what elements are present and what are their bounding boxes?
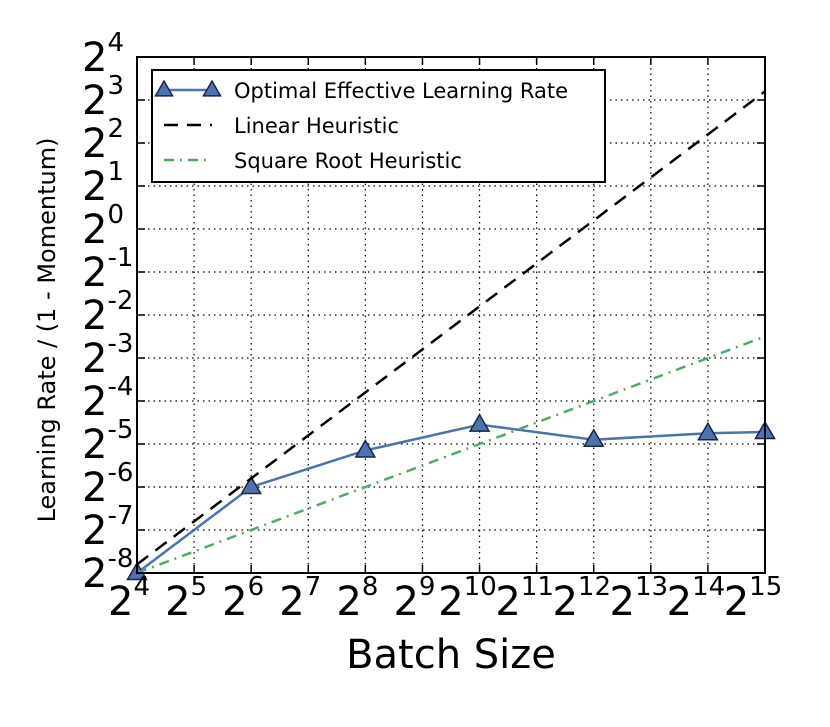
legend-label: Linear Heuristic [234,114,399,138]
series-point [240,475,262,495]
legend-label: Optimal Effective Learning Rate [234,79,568,103]
y-axis-label: Learning Rate / (1 - Momentum) [33,138,61,523]
y-tick-label: 2-2 [82,286,133,339]
y-tick-label: 21 [82,157,124,210]
y-tick-label: 2-5 [82,415,133,468]
legend-box [151,69,606,183]
y-tick-label: 20 [82,200,124,253]
y-tick-label: 2-7 [82,501,133,554]
series-line-1 [136,90,766,566]
x-tick-label: 29 [393,572,435,625]
x-tick-label: 26 [222,572,264,625]
series-line-0 [136,423,766,574]
x-tick-label: 215 [724,572,783,625]
y-tick-label: 2-1 [82,243,133,296]
series-line-2 [136,335,766,575]
legend-label: Square Root Heuristic [234,149,462,173]
series-point [354,438,377,458]
legend-marker [154,79,174,97]
x-tick-label: 213 [610,572,669,625]
y-tick-label: 22 [82,114,124,167]
x-tick-label: 25 [165,572,207,625]
legend-marker [202,79,222,97]
x-axis-label: Batch Size [346,632,556,678]
series-layer [126,90,776,581]
x-tick-label: 28 [336,572,378,625]
x-tick-label: 210 [438,572,497,625]
x-tick-label: 27 [279,572,321,625]
y-tick-label: 2-6 [82,458,133,511]
y-tick-label: 23 [82,71,124,124]
y-tick-label: 2-4 [82,372,133,425]
y-tick-label: 2-8 [82,544,133,597]
x-tick-label: 24 [108,572,150,625]
y-tick-label: 2-3 [82,329,133,382]
legend: Optimal Effective Learning Rate Linear He… [151,69,606,183]
series-point [582,428,605,447]
x-tick-label: 212 [552,572,611,625]
series-point [468,413,491,432]
y-tick-label: 24 [82,28,124,81]
series-point [697,421,719,441]
x-tick-label: 211 [495,572,554,625]
x-tick-label: 214 [667,572,726,625]
